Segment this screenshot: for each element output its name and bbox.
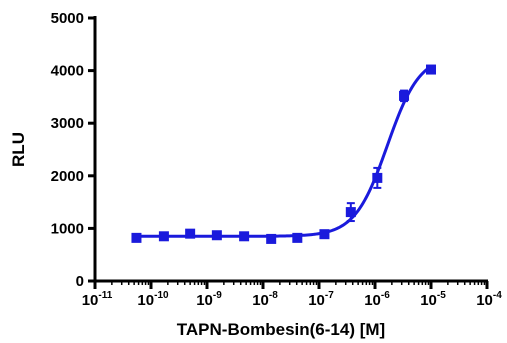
axes <box>93 16 488 283</box>
x-tick-label: 10-10 <box>137 290 169 309</box>
data-marker <box>292 232 303 243</box>
data-point <box>345 202 356 223</box>
data-marker <box>372 172 383 183</box>
data-point <box>239 231 250 242</box>
data-marker <box>211 230 222 241</box>
x-ticks: 10-11 10-10 10-9 10-8 10-7 10-6 10-5 10-4 <box>82 281 502 309</box>
y-tick-label: 0 <box>76 273 84 290</box>
data-point <box>131 232 142 243</box>
y-tick-label: 5000 <box>51 10 84 27</box>
data-point <box>426 64 436 75</box>
y-tick-label: 2000 <box>51 168 84 185</box>
x-tick-label: 10-6 <box>364 290 390 309</box>
data-point <box>319 229 330 240</box>
x-tick-label: 10-11 <box>82 290 113 309</box>
data-marker <box>185 228 196 239</box>
y-tick-label: 4000 <box>51 63 84 80</box>
data-marker <box>345 207 356 218</box>
points-layer <box>131 64 436 244</box>
data-point <box>266 233 277 244</box>
x-tick-label: 10-9 <box>196 290 222 309</box>
data-point <box>372 166 383 189</box>
x-tick-label: 10-8 <box>252 290 278 309</box>
data-marker <box>158 231 169 242</box>
data-marker <box>426 64 436 75</box>
y-tick-label: 3000 <box>51 115 84 132</box>
data-point <box>292 232 303 243</box>
data-marker <box>399 90 410 101</box>
data-marker <box>239 231 250 242</box>
fit-curve <box>136 65 432 238</box>
x-tick-label: 10-4 <box>476 290 502 309</box>
y-axis-title: RLU <box>9 132 28 167</box>
y-tick-label: 1000 <box>51 220 84 237</box>
data-marker <box>131 232 142 243</box>
data-point <box>211 230 222 241</box>
fit-layer <box>136 65 432 238</box>
x-tick-label: 10-7 <box>308 290 334 309</box>
x-tick-label: 10-5 <box>420 290 446 309</box>
y-ticks: 0 1000 2000 3000 4000 5000 <box>51 10 95 290</box>
data-marker <box>319 229 330 240</box>
data-point <box>399 89 410 103</box>
x-axis-title: TAPN-Bombesin(6-14) [M] <box>177 320 385 339</box>
data-marker <box>266 233 277 244</box>
data-point <box>185 228 196 239</box>
data-point <box>158 231 169 242</box>
